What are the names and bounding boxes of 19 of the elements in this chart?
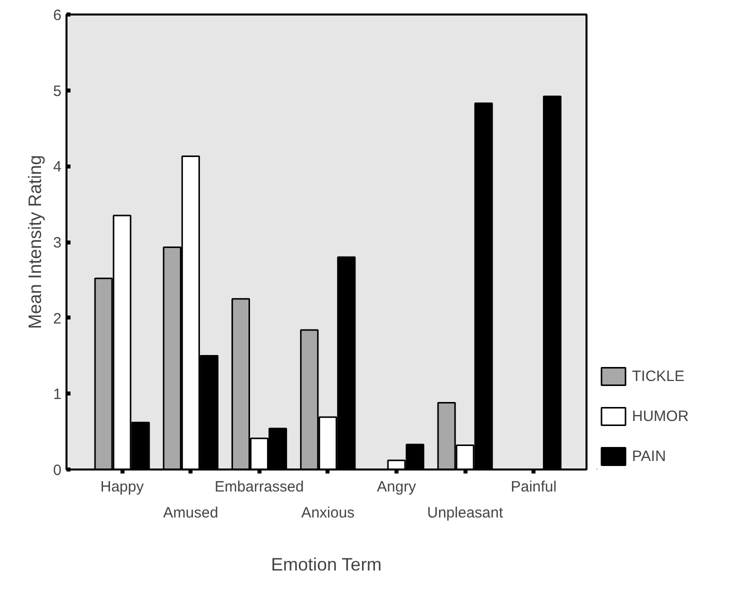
x-tick-label: Unpleasant	[427, 504, 504, 522]
y-tick-label: 5	[53, 82, 62, 100]
x-tick-label: Anxious	[301, 504, 355, 522]
x-tick-label: Embarrassed	[214, 478, 304, 496]
y-tick-label: 3	[53, 234, 62, 252]
x-tick-label: Painful	[510, 478, 557, 496]
x-tick-label: Happy	[100, 478, 144, 496]
y-tick-label: 2	[53, 310, 62, 328]
y-tick-label: 0	[53, 462, 62, 479]
y-tick-label: 6	[53, 7, 62, 24]
x-tick-label: Amused	[163, 504, 218, 522]
legend-label: PAIN	[632, 448, 666, 464]
legend-label: TICKLE	[632, 368, 685, 384]
y-tick-label: 4	[53, 158, 62, 176]
legend-label: HUMOR	[632, 408, 689, 424]
y-tick-label: 1	[53, 386, 62, 404]
y-axis-title: Mean Intensity Rating	[25, 154, 46, 330]
x-tick-label: Angry	[376, 478, 417, 496]
x-axis-title: Emotion Term	[270, 554, 382, 574]
